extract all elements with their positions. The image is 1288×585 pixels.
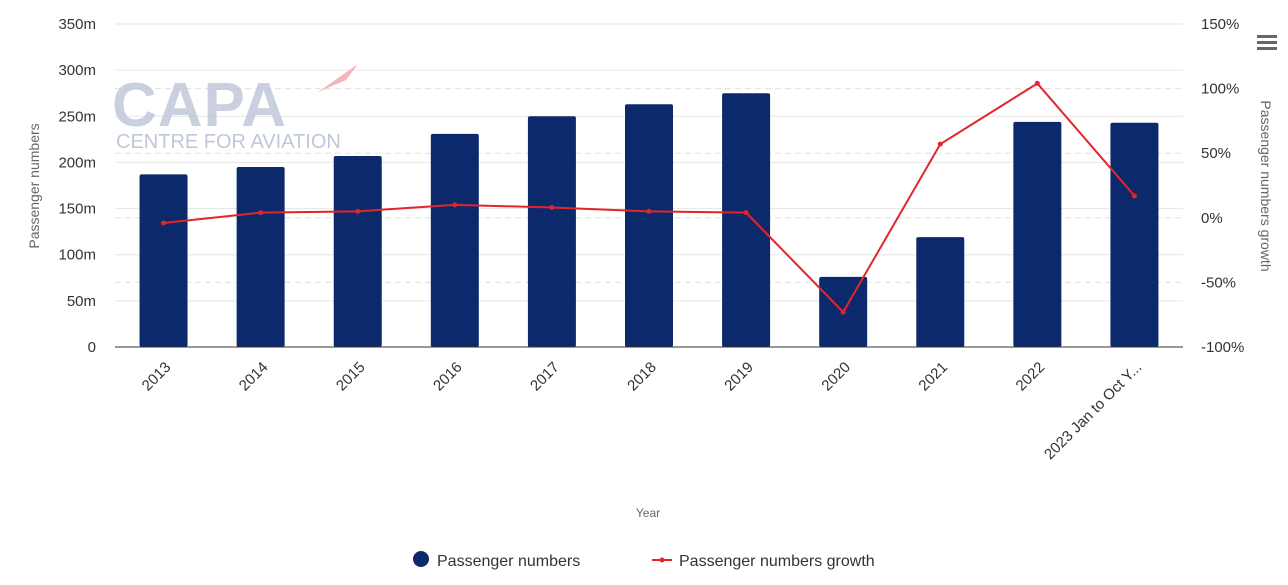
bar-2018[interactable] [625,104,673,347]
x-tick-label: 2016 [430,359,466,395]
bar-2023[interactable] [1110,122,1159,347]
bar-2014[interactable] [236,167,285,347]
growth-point-2022[interactable] [1034,80,1040,86]
x-tick-label: 2014 [236,359,272,395]
legend-bar-label: Passenger numbers [437,553,580,570]
y-right-tick-label: 50% [1201,145,1231,162]
y-right-tick-label: 100% [1201,81,1239,98]
growth-point-2020[interactable] [840,309,846,315]
y-axis-left-title: Passenger numbers [26,123,42,248]
hamburger-menu-icon[interactable] [1254,30,1280,54]
x-tick-label: 2015 [333,359,369,395]
y-left-tick-label: 100m [58,247,96,264]
x-tick-label: 2018 [624,359,660,395]
watermark-swoosh-icon [318,64,358,92]
y-right-tick-label: -50% [1201,274,1236,291]
y-left-tick-label: 350m [58,16,96,33]
watermark-tagline: CENTRE FOR AVIATION [116,131,341,153]
line-series [161,80,1137,315]
x-tick-label: 2017 [527,359,563,395]
y-axis-right-title: Passenger numbers growth [1258,100,1274,271]
y-left-tick-label: 150m [58,201,96,218]
y-left-tick-label: 0 [88,339,96,356]
y-right-tick-label: -100% [1201,339,1244,356]
legend-item-passenger-numbers[interactable]: Passenger numbers [413,551,580,570]
x-tick-label: 2023 Jan to Oct Y... [1041,359,1145,463]
legend-bar-marker [413,551,429,567]
x-tick-label: 2022 [1013,359,1049,395]
watermark-logo-text: CAPA [112,71,287,140]
growth-point-2023[interactable] [1131,193,1137,199]
bar-2019[interactable] [722,93,771,347]
y-left-tick-label: 250m [58,108,96,125]
growth-point-2015[interactable] [355,208,361,214]
x-axis-title: Year [636,506,660,520]
bar-2022[interactable] [1013,121,1062,347]
growth-point-2014[interactable] [258,210,264,216]
bar-2016[interactable] [430,133,479,347]
bar-2015[interactable] [333,155,382,347]
y-left-tick-label: 200m [58,154,96,171]
growth-point-2017[interactable] [549,204,555,210]
growth-point-2013[interactable] [161,220,167,226]
capa-watermark-logo: CAPA CENTRE FOR AVIATION [112,64,358,153]
legend-line-label: Passenger numbers growth [679,553,875,570]
y-right-tick-label: 0% [1201,210,1223,227]
bar-2021[interactable] [916,237,965,347]
y-left-tick-label: 300m [58,62,96,79]
x-tick-label: 2020 [818,359,854,395]
growth-point-2016[interactable] [452,202,458,208]
legend-item-passenger-numbers-growth[interactable]: Passenger numbers growth [652,553,875,570]
x-tick-label: 2019 [721,359,757,395]
legend: Passenger numbers Passenger numbers grow… [413,551,875,570]
growth-point-2018[interactable] [646,208,652,214]
bar-2013[interactable] [139,174,188,347]
x-tick-label: 2013 [139,359,175,395]
growth-point-2019[interactable] [743,210,749,216]
legend-line-dot [659,557,665,563]
y-left-tick-label: 50m [67,293,96,310]
x-tick-label: 2021 [915,359,951,395]
y-right-tick-label: 150% [1201,16,1239,33]
bar-2017[interactable] [527,116,576,348]
bar-series [139,93,1159,348]
growth-point-2021[interactable] [937,141,943,147]
